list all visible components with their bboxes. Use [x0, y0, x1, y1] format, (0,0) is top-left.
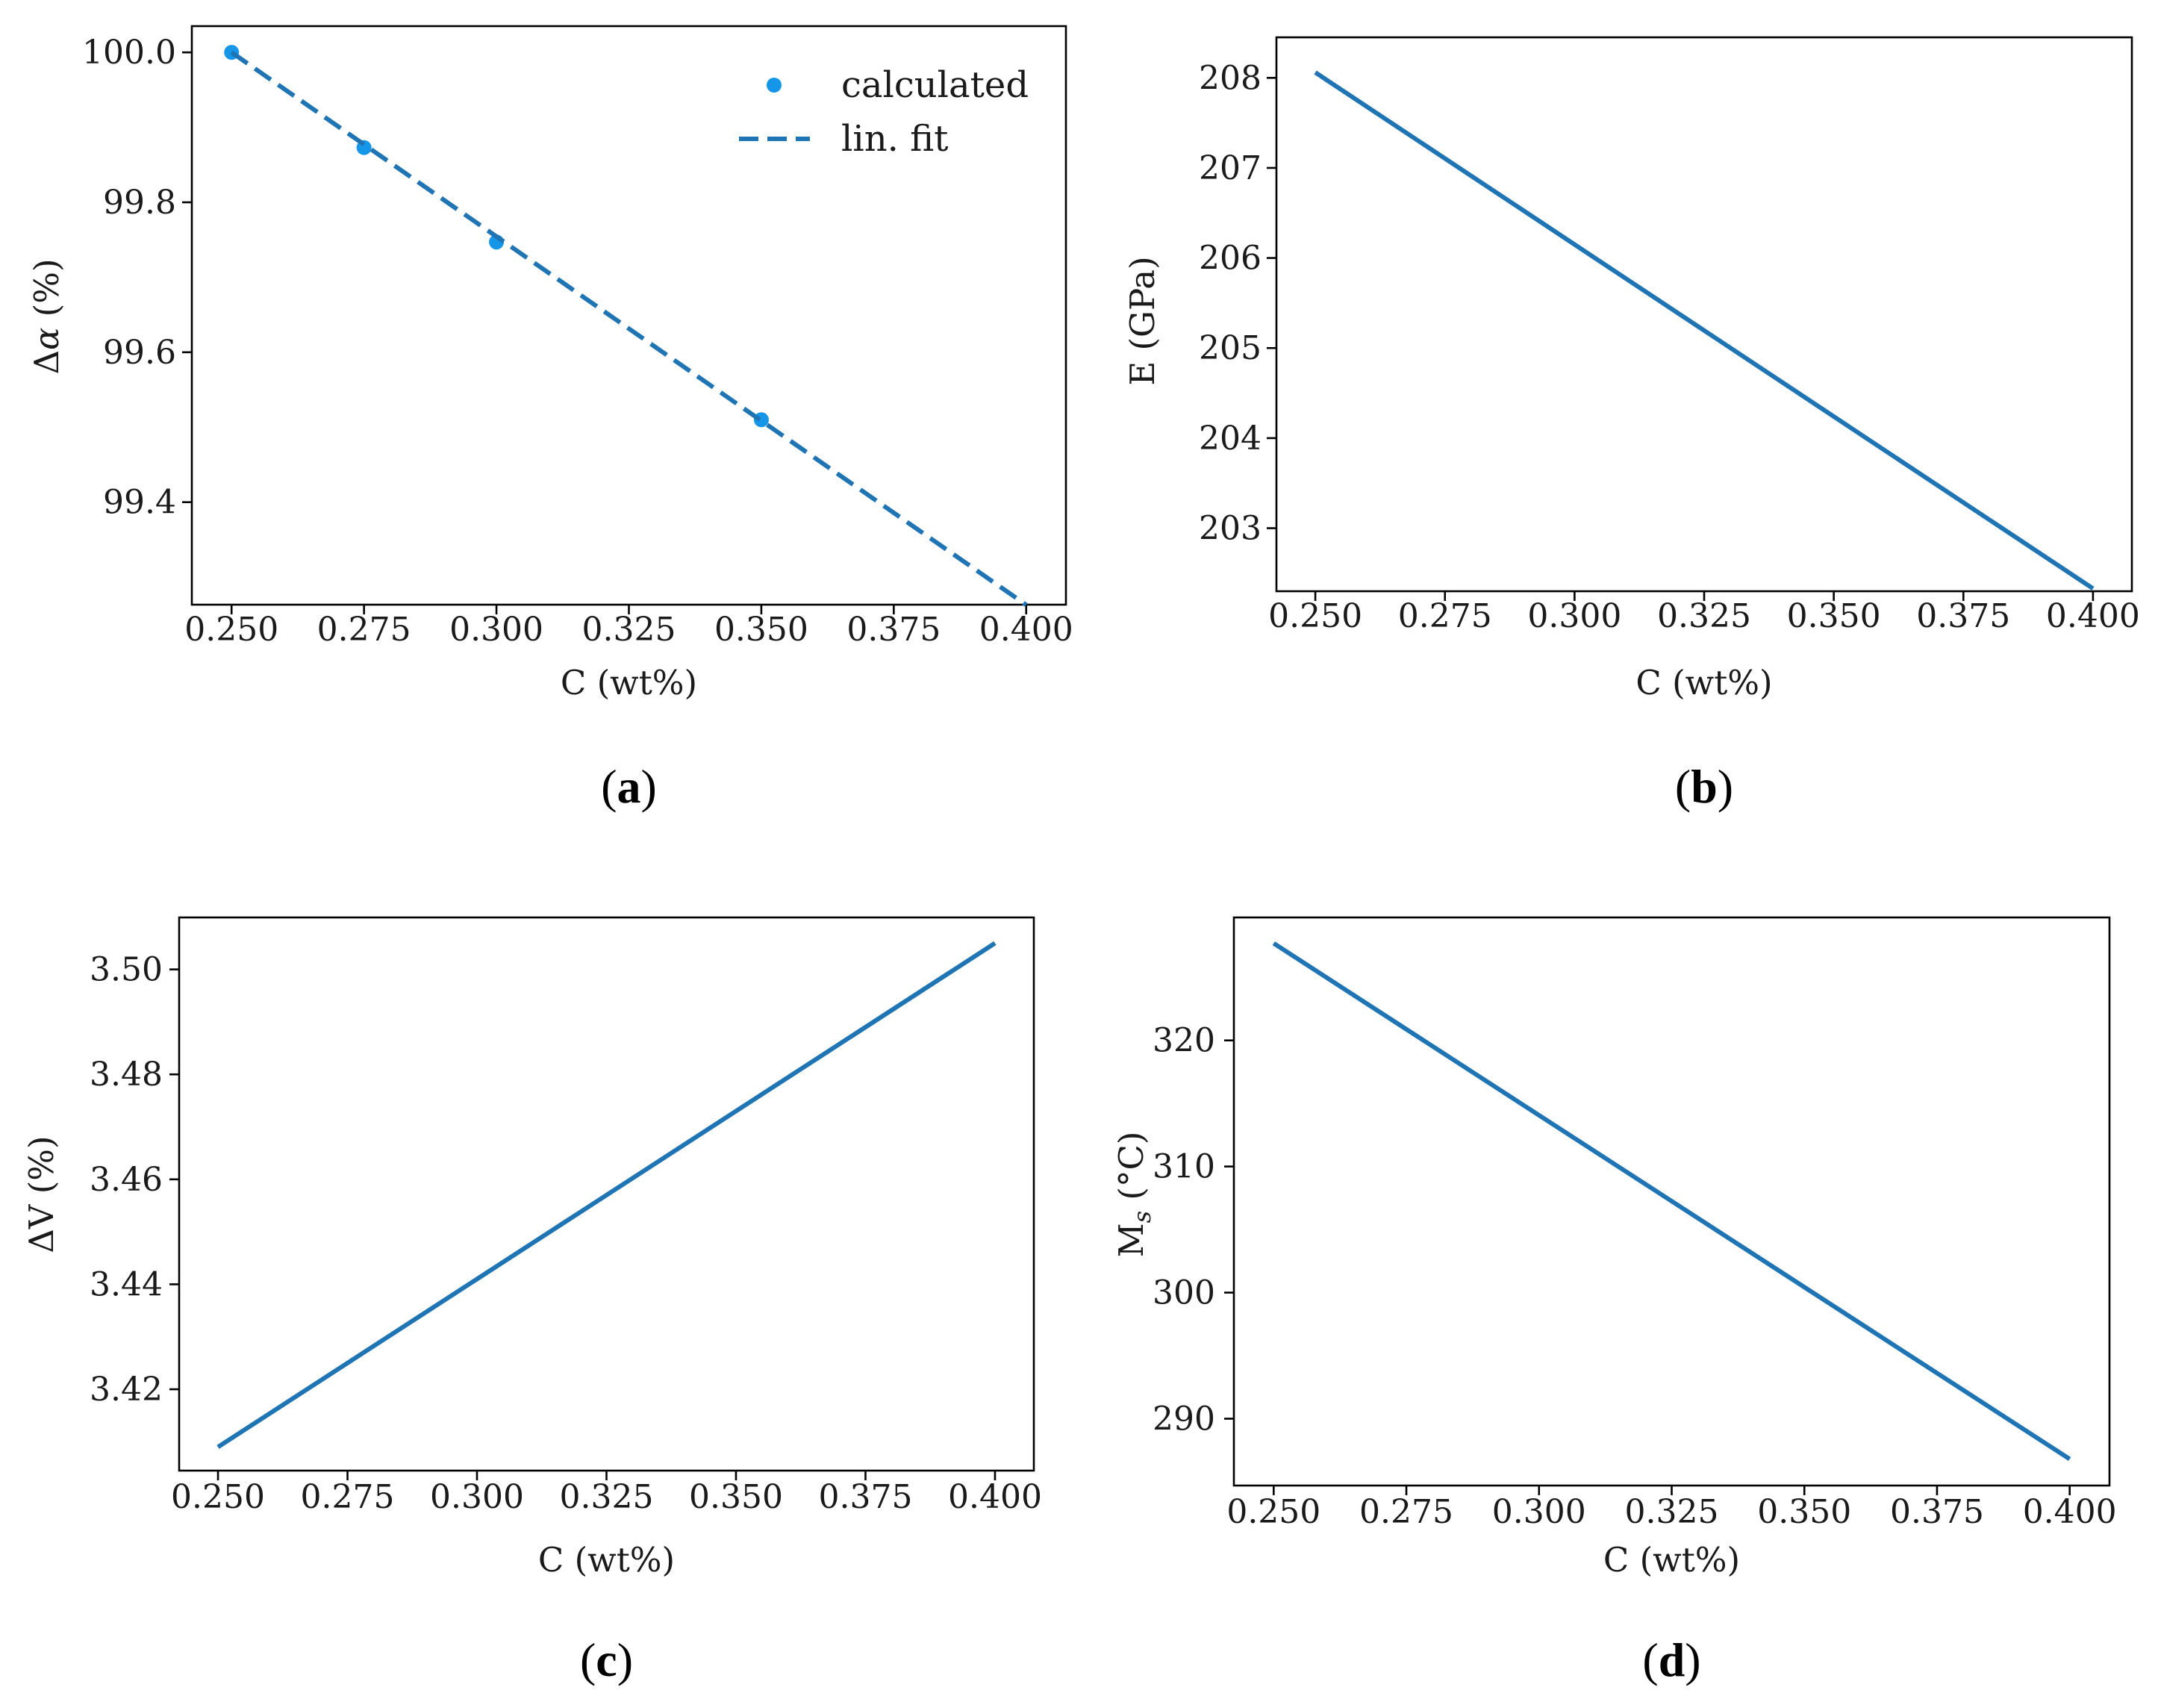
x-tick-label-b: 0.300: [1527, 597, 1621, 635]
x-tick-label-d: 0.400: [2023, 1493, 2117, 1531]
panel-d: 0.250 0.275 0.300 0.325 0.350 0.375 0.400 290 30…: [1111, 916, 2117, 1686]
y-tick-label-b: 207: [1199, 149, 1262, 187]
legend-marker-icon: [767, 78, 782, 93]
panel-b: 0.250 0.275 0.300 0.325 0.350 0.375 0.400 203 20…: [1123, 36, 2140, 813]
x-tick-label-a: 0.325: [582, 611, 676, 649]
series-line-c: [216, 941, 997, 1449]
y-tick-label-c: 3.46: [90, 1161, 163, 1199]
x-tick-label-d: 0.300: [1492, 1493, 1586, 1531]
y-tick-label-a: 99.8: [103, 184, 176, 222]
x-tick-label-c: 0.325: [560, 1478, 654, 1516]
y-tick-label-b: 205: [1199, 329, 1262, 367]
y-axis-label-d: Ms (°C): [1111, 1132, 1156, 1258]
series-line-a: [230, 50, 1028, 607]
legend-label: calculated: [841, 64, 1029, 106]
panel-label-b: (b): [1675, 760, 1733, 813]
x-tick-label-c: 0.375: [818, 1478, 912, 1516]
panel-a: 0.250 0.275 0.300 0.325 0.350 0.375 0.400 99.4 9…: [27, 25, 1073, 813]
x-axis-label-d: C (wt%): [1603, 1540, 1740, 1580]
y-tick-label-d: 320: [1153, 1022, 1215, 1060]
y-axis-label-a: Δα (%): [27, 258, 66, 374]
panel-label-c: (c): [580, 1633, 633, 1686]
axes-frame-b: [1275, 36, 2133, 593]
x-tick-label-d: 0.250: [1226, 1493, 1320, 1531]
y-tick-label-b: 204: [1199, 420, 1262, 458]
x-tick-label-b: 0.350: [1787, 597, 1881, 635]
x-tick-label-c: 0.250: [171, 1478, 265, 1516]
x-tick-label-d: 0.325: [1625, 1493, 1719, 1531]
x-tick-label-a: 0.350: [714, 611, 808, 649]
x-tick-label-b: 0.375: [1916, 597, 2010, 635]
series-line-b: [1314, 70, 2095, 590]
legend: calculated lin. fit: [739, 64, 1029, 160]
x-tick-label-c: 0.400: [948, 1478, 1042, 1516]
panel-label-a: (a): [601, 760, 657, 813]
y-axis-label-c: ΔV (%): [22, 1135, 61, 1253]
legend-label: lin. fit: [841, 118, 948, 160]
x-tick-label-d: 0.350: [1757, 1493, 1851, 1531]
x-tick-label-b: 0.275: [1398, 597, 1492, 635]
x-tick-label-b: 0.325: [1657, 597, 1751, 635]
y-tick-label-c: 3.48: [90, 1056, 163, 1094]
x-axis-label-a: C (wt%): [561, 663, 697, 702]
x-tick-label-d: 0.275: [1359, 1493, 1453, 1531]
y-tick-label-c: 3.42: [90, 1371, 163, 1409]
y-tick-label-d: 300: [1153, 1274, 1215, 1312]
y-tick-label-d: 310: [1153, 1148, 1215, 1186]
y-tick-label-d: 290: [1153, 1400, 1215, 1438]
y-tick-label-a: 99.4: [103, 484, 176, 522]
x-tick-label-c: 0.300: [430, 1478, 524, 1516]
x-tick-label-a: 0.375: [846, 611, 941, 649]
x-tick-label-c: 0.350: [689, 1478, 783, 1516]
y-tick-label-c: 3.50: [90, 951, 163, 989]
x-tick-label-a: 0.275: [317, 611, 411, 649]
x-tick-label-d: 0.375: [1890, 1493, 1984, 1531]
x-tick-label-b: 0.250: [1268, 597, 1362, 635]
series-line-d: [1272, 941, 2071, 1462]
x-tick-label-a: 0.400: [979, 611, 1073, 649]
axes-frame-a: [190, 25, 1067, 606]
y-tick-label-a: 99.6: [103, 334, 176, 372]
x-tick-label-c: 0.275: [301, 1478, 395, 1516]
y-tick-label-b: 208: [1199, 59, 1262, 97]
panel-label-d: (d): [1642, 1633, 1700, 1686]
y-tick-label-b: 206: [1199, 240, 1262, 278]
x-axis-label-c: C (wt%): [538, 1540, 675, 1580]
x-tick-label-a: 0.250: [184, 611, 278, 649]
y-tick-label-b: 203: [1199, 510, 1262, 548]
y-axis-label-b: E (GPa): [1123, 256, 1162, 385]
x-axis-label-b: C (wt%): [1635, 663, 1772, 702]
y-tick-label-a: 100.0: [82, 34, 176, 72]
panel-c: 0.250 0.275 0.300 0.325 0.350 0.375 0.400 3.42 3…: [22, 916, 1042, 1686]
x-tick-label-b: 0.400: [2046, 597, 2140, 635]
x-tick-label-a: 0.300: [449, 611, 543, 649]
y-tick-label-c: 3.44: [90, 1265, 163, 1303]
